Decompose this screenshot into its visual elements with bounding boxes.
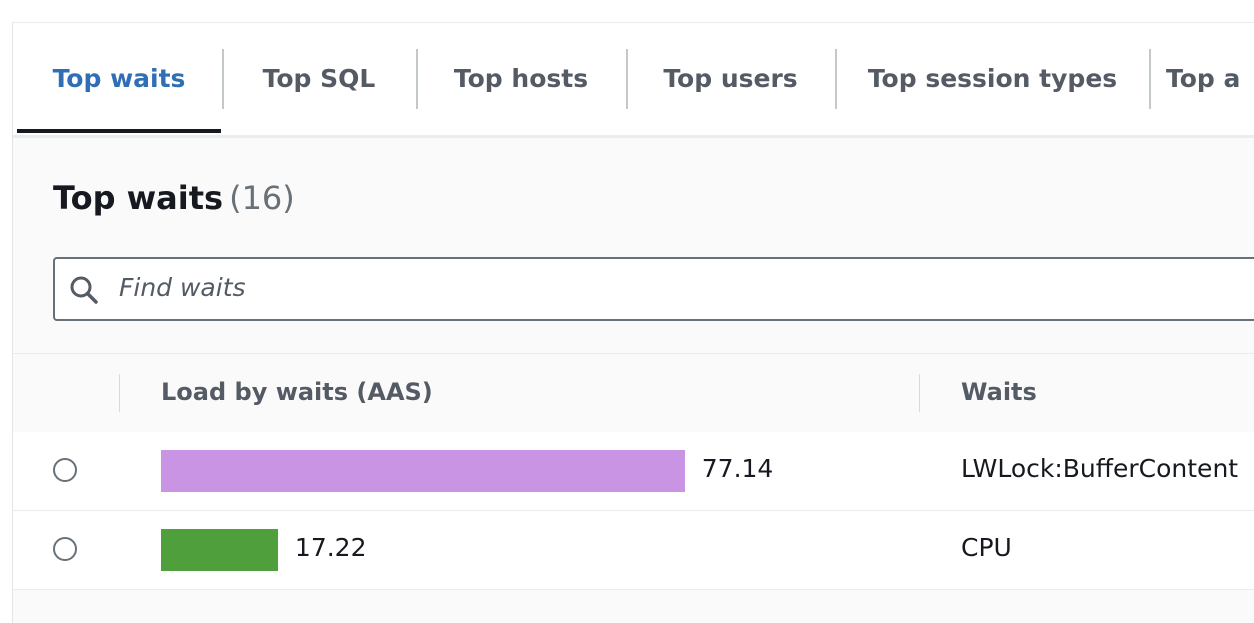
column-header: Waits xyxy=(961,378,1037,406)
wait-name: LWLock:BufferContent xyxy=(961,454,1239,483)
tabs-panel: Top waits Top SQL Top hosts Top users Top se… xyxy=(12,22,1254,623)
load-value: 17.22 xyxy=(294,533,367,562)
load-bar xyxy=(161,450,685,492)
tab[interactable]: Top a xyxy=(1166,64,1241,93)
search-icon xyxy=(70,276,98,304)
title-text: Top waits xyxy=(53,179,224,217)
page: Top waits Top SQL Top hosts Top users Top se… xyxy=(12,22,1254,623)
column-header: Load by waits (AAS) xyxy=(161,378,433,406)
active-tab-underline xyxy=(17,129,221,133)
tab-separator xyxy=(416,49,418,109)
tab[interactable]: Top waits xyxy=(52,64,186,93)
tab-separator xyxy=(222,49,224,109)
search-placeholder: Find waits xyxy=(119,273,246,302)
column-separator xyxy=(919,374,920,412)
tab[interactable]: Top session types xyxy=(867,64,1118,93)
column-separator xyxy=(119,374,120,412)
row-radio[interactable] xyxy=(53,458,77,482)
tab[interactable]: Top users xyxy=(663,64,798,93)
tab[interactable]: Top SQL xyxy=(262,64,376,93)
tab[interactable]: Top hosts xyxy=(453,64,589,93)
search-box[interactable]: Find waits xyxy=(53,257,1254,321)
row-radio[interactable] xyxy=(53,537,77,561)
tab-bar: Top waits Top SQL Top hosts Top users Top se… xyxy=(13,23,1254,138)
load-bar xyxy=(161,529,278,571)
load-value: 77.14 xyxy=(701,454,774,483)
tab-separator xyxy=(835,49,837,109)
table-header: Load by waits (AAS) Waits xyxy=(13,353,1254,433)
count: (16) xyxy=(229,179,295,217)
panel-title: Top waits (16) xyxy=(53,179,295,217)
table-row: 17.22 CPU xyxy=(13,511,1254,590)
table-row: 77.14 LWLock:BufferContent xyxy=(13,432,1254,511)
tab-separator xyxy=(626,49,628,109)
tab-separator xyxy=(1149,49,1151,109)
wait-name: CPU xyxy=(961,533,1012,562)
